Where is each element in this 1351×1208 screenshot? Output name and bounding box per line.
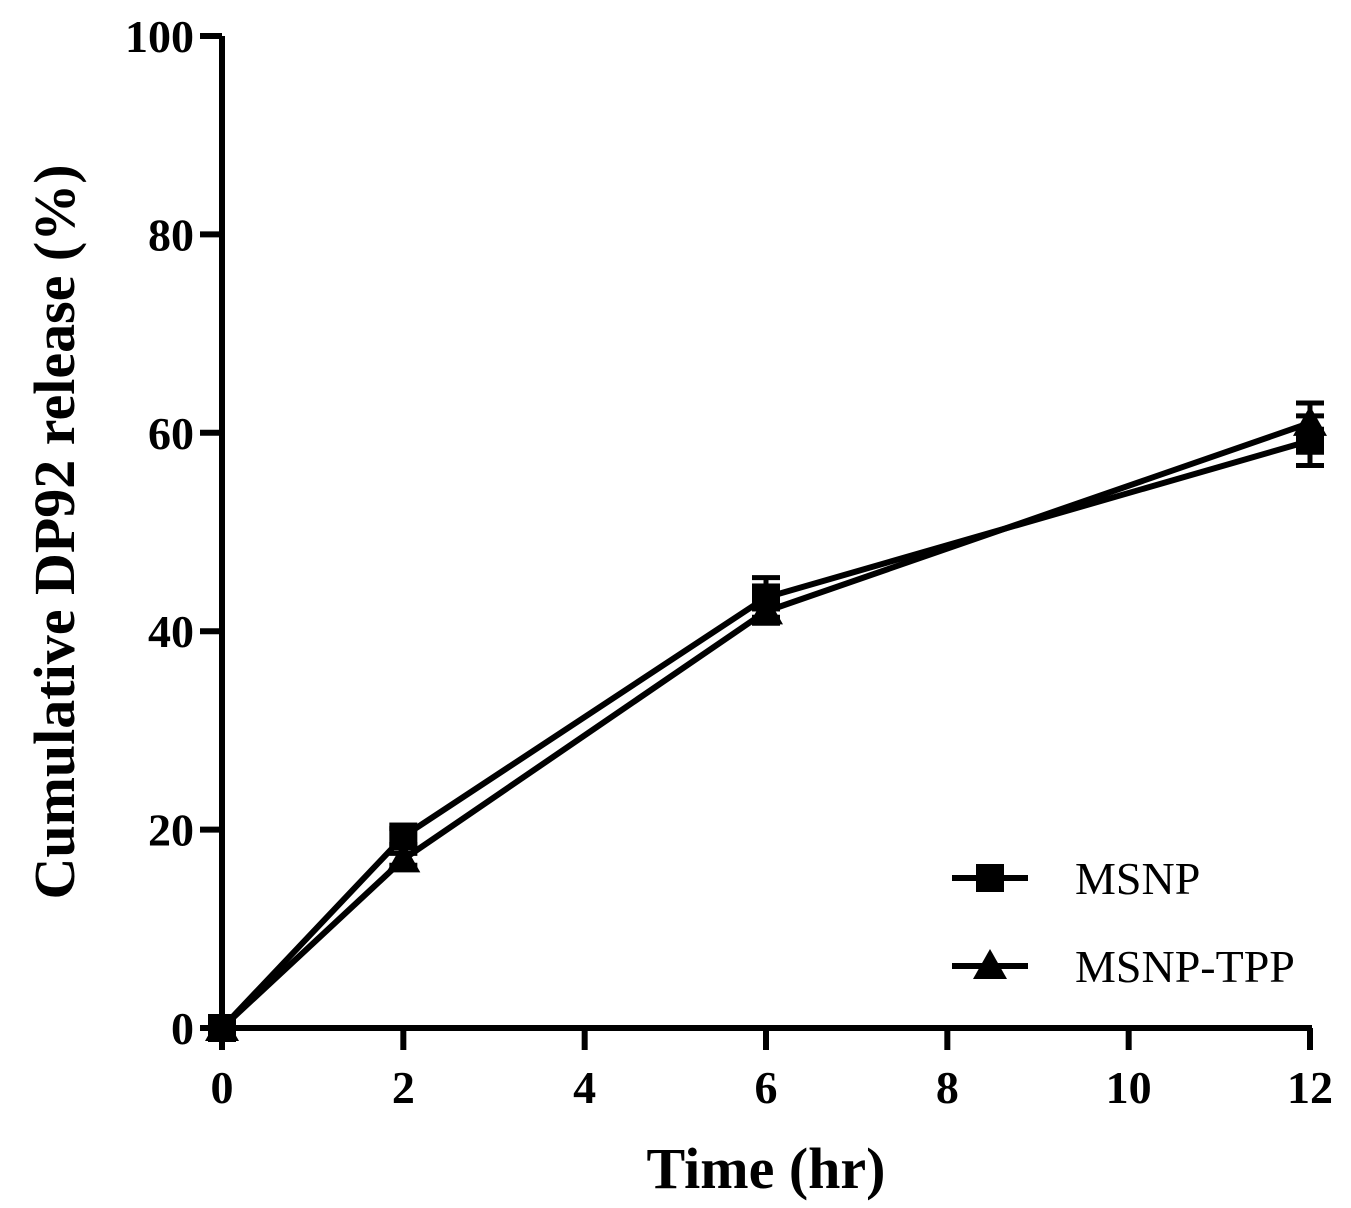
y-tick-label: 40	[148, 606, 194, 657]
x-tick-label: 0	[211, 1062, 234, 1113]
y-tick-label: 0	[171, 1003, 194, 1054]
series-line	[219, 437, 1311, 1031]
legend-label: MSNP-TPP	[1075, 941, 1295, 992]
legend-marker	[976, 864, 1004, 892]
y-tick-label: 100	[125, 11, 194, 62]
axes: 0 2 4 6 8 10 12 0 20 40 60 80 100	[125, 11, 1333, 1113]
x-tick-label: 10	[1106, 1062, 1152, 1113]
data-point	[1293, 405, 1327, 436]
plot-area	[205, 400, 1327, 1042]
series-msnp-tpp	[205, 400, 1327, 1041]
x-tick-label: 12	[1287, 1062, 1333, 1113]
y-tick-label: 80	[148, 209, 194, 260]
x-tick-label: 6	[755, 1062, 778, 1113]
legend-marker	[973, 949, 1007, 979]
x-tick-label: 8	[936, 1062, 959, 1113]
data-point	[386, 842, 421, 873]
x-tick-label: 2	[392, 1062, 415, 1113]
data-point	[749, 594, 783, 625]
legend-item-msnp-tpp: MSNP-TPP	[952, 941, 1295, 992]
y-tick-label: 20	[148, 805, 194, 856]
legend-item-msnp: MSNP	[952, 853, 1200, 904]
y-tick-label: 60	[148, 408, 194, 459]
y-axis-title: Cumulative DP92 release (%)	[22, 164, 87, 899]
data-point	[205, 1011, 239, 1041]
series-line	[219, 420, 1311, 1031]
legend-label: MSNP	[1075, 853, 1200, 904]
x-tick-label: 4	[573, 1062, 596, 1113]
x-axis-title: Time (hr)	[647, 1136, 886, 1201]
legend: MSNP MSNP-TPP	[952, 853, 1295, 992]
